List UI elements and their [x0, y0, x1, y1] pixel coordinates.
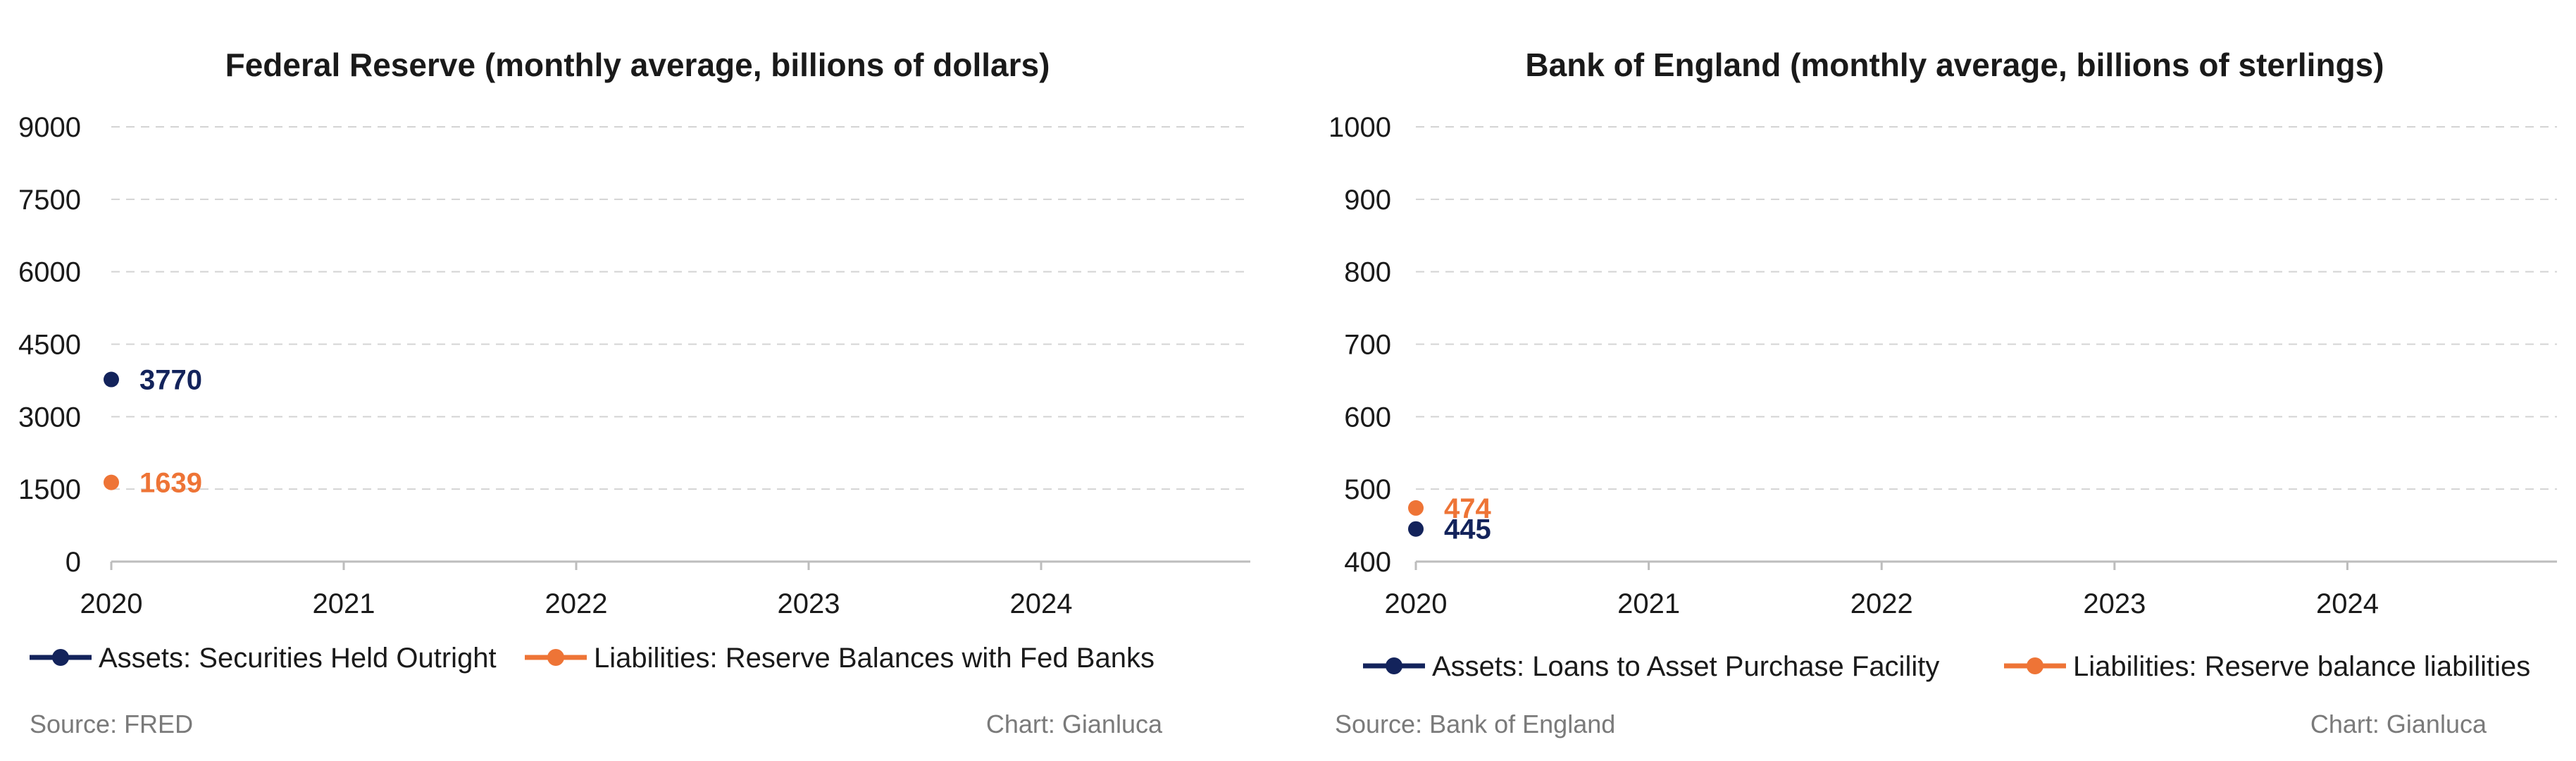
x-tick-label: 2021: [1617, 588, 1680, 619]
legend-marker: [547, 649, 564, 666]
x-tick-label: 2024: [1010, 588, 1073, 619]
data-point: [104, 474, 119, 490]
legend-label: Assets: Securities Held Outright: [99, 643, 497, 674]
y-tick-label: 4500: [18, 330, 81, 361]
data-point: [1408, 521, 1424, 537]
source-note: Source: Bank of England: [1335, 710, 1615, 738]
chart-credit: Chart: Gianluca: [2310, 710, 2487, 738]
x-tick-label: 2022: [1850, 588, 1913, 619]
chart-credit: Chart: Gianluca: [986, 710, 1163, 738]
x-tick-label: 2020: [80, 588, 143, 619]
source-note: Source: FRED: [30, 710, 193, 738]
y-tick-label: 3000: [18, 402, 81, 433]
y-tick-label: 6000: [18, 257, 81, 288]
y-tick-label: 700: [1344, 330, 1391, 361]
y-tick-label: 500: [1344, 474, 1391, 505]
data-label: 445: [1444, 514, 1491, 545]
legend-label: Assets: Loans to Asset Purchase Facility: [1432, 651, 1939, 682]
x-tick-label: 2023: [2083, 588, 2146, 619]
y-tick-label: 0: [66, 547, 81, 578]
data-label: 1639: [139, 468, 202, 499]
chart-title: Federal Reserve (monthly average, billio…: [225, 47, 1050, 83]
data-point: [104, 371, 119, 388]
y-tick-label: 1000: [1329, 112, 1391, 143]
legend-marker: [1386, 657, 1402, 674]
legend-label: Liabilities: Reserve Balances with Fed B…: [594, 643, 1155, 674]
data-label: 474: [1444, 493, 1491, 524]
x-tick-label: 2020: [1385, 588, 1448, 619]
federal-reserve-panel: Federal Reserve (monthly average, billio…: [18, 47, 1250, 738]
chart-title: Bank of England (monthly average, billio…: [1525, 47, 2384, 83]
y-tick-label: 9000: [18, 112, 81, 143]
y-tick-label: 600: [1344, 402, 1391, 433]
x-tick-label: 2024: [2316, 588, 2379, 619]
y-tick-label: 7500: [18, 185, 81, 216]
legend-label: Liabilities: Reserve balance liabilities: [2073, 651, 2530, 682]
y-tick-label: 900: [1344, 185, 1391, 216]
legend-marker: [52, 649, 69, 666]
x-tick-label: 2021: [313, 588, 375, 619]
x-tick-label: 2022: [545, 588, 608, 619]
x-tick-label: 2023: [778, 588, 840, 619]
data-label: 3770: [139, 365, 202, 396]
y-tick-label: 800: [1344, 257, 1391, 288]
y-tick-label: 400: [1344, 547, 1391, 578]
y-tick-label: 1500: [18, 474, 81, 505]
legend-marker: [2027, 657, 2043, 674]
bank-of-england-panel: Bank of England (monthly average, billio…: [1329, 47, 2557, 738]
data-point: [1408, 500, 1424, 516]
